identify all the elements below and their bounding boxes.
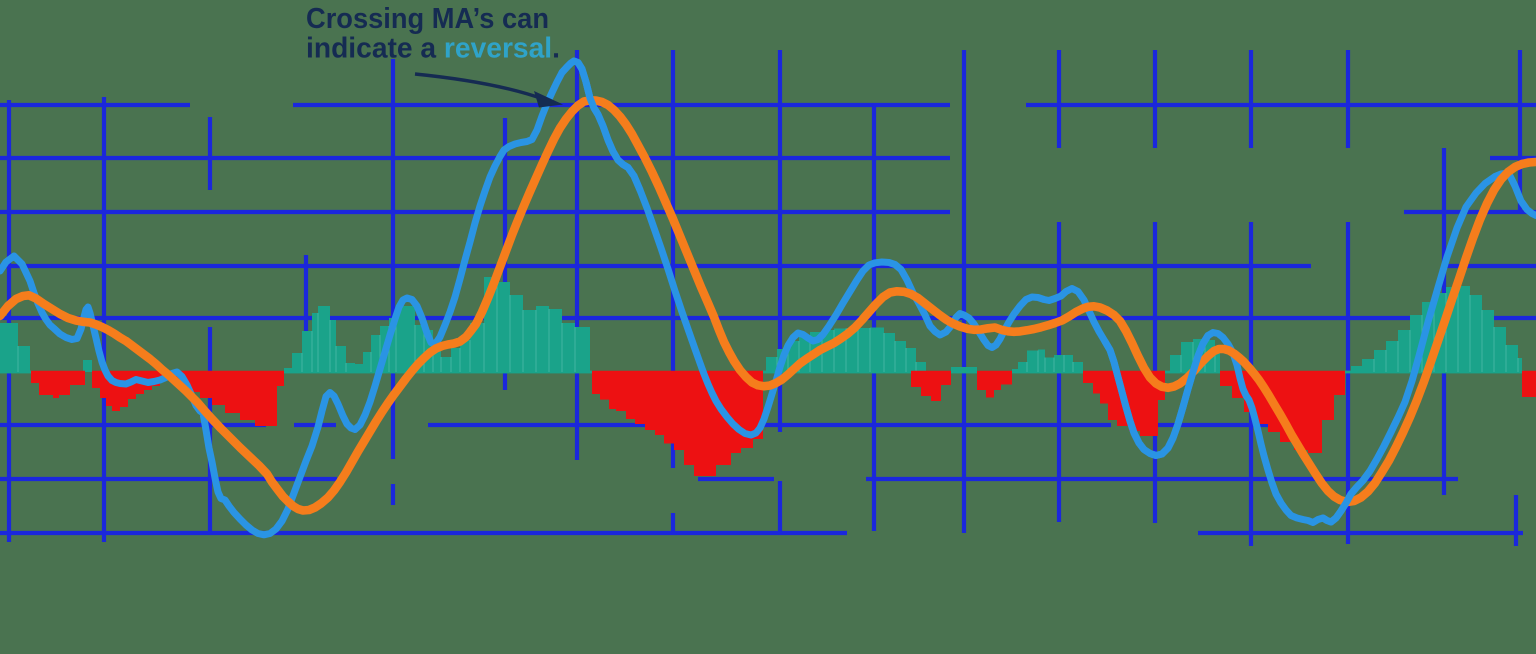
svg-text:Crossing MA’s can: Crossing MA’s can	[306, 3, 549, 35]
svg-text:indicate a reversal.: indicate a reversal.	[306, 33, 560, 65]
